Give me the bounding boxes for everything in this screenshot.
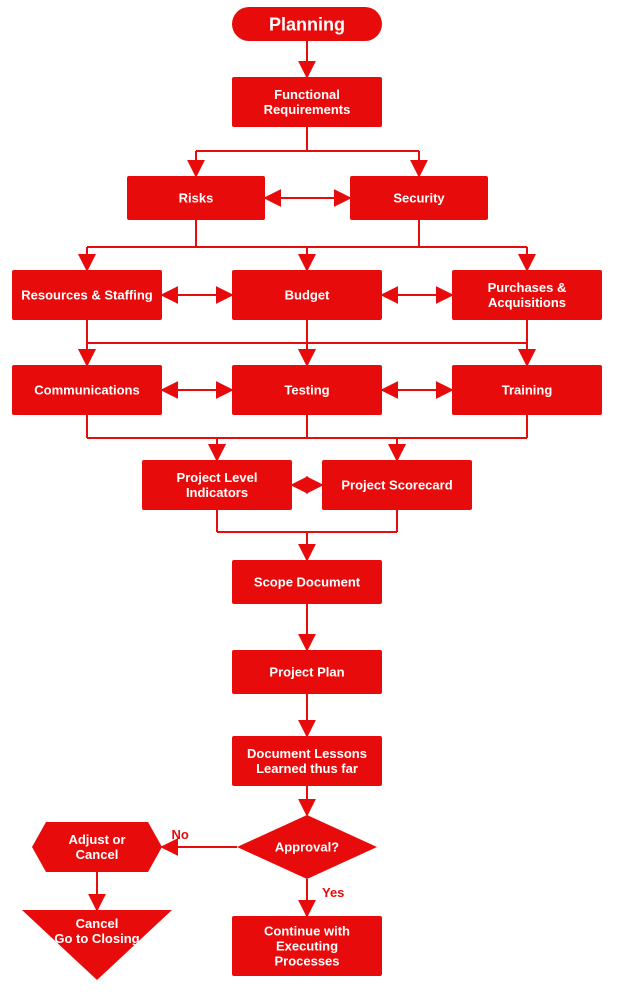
node-label-security: Security bbox=[393, 191, 445, 206]
node-approval: Approval? bbox=[237, 815, 377, 879]
node-security: Security bbox=[350, 176, 488, 220]
node-label-risks: Risks bbox=[179, 191, 214, 206]
node-label-plan: Project Plan bbox=[269, 665, 344, 680]
node-label-testing: Testing bbox=[284, 383, 329, 398]
node-scorecard: Project Scorecard bbox=[322, 460, 472, 510]
node-label-planning: Planning bbox=[269, 14, 345, 34]
node-resources: Resources & Staffing bbox=[12, 270, 162, 320]
node-label-lessons: Document LessonsLearned thus far bbox=[247, 746, 367, 776]
node-purchases: Purchases &Acquisitions bbox=[452, 270, 602, 320]
node-label-budget: Budget bbox=[285, 288, 330, 303]
node-label-approval: Approval? bbox=[275, 840, 339, 855]
node-label-scorecard: Project Scorecard bbox=[341, 478, 452, 493]
node-label-resources: Resources & Staffing bbox=[21, 288, 153, 303]
node-funcreq: FunctionalRequirements bbox=[232, 77, 382, 127]
svg-text:Yes: Yes bbox=[322, 885, 344, 900]
node-label-purchases: Purchases &Acquisitions bbox=[488, 280, 567, 310]
node-training: Training bbox=[452, 365, 602, 415]
node-label-funcreq: FunctionalRequirements bbox=[264, 87, 351, 117]
node-plan: Project Plan bbox=[232, 650, 382, 694]
node-label-pli: Project LevelIndicators bbox=[177, 470, 258, 500]
node-planning: Planning bbox=[232, 7, 382, 41]
node-continue: Continue withExecutingProcesses bbox=[232, 916, 382, 976]
node-lessons: Document LessonsLearned thus far bbox=[232, 736, 382, 786]
node-adjust: Adjust orCancel bbox=[32, 822, 162, 872]
node-scope: Scope Document bbox=[232, 560, 382, 604]
node-label-comms: Communications bbox=[34, 383, 139, 398]
node-pli: Project LevelIndicators bbox=[142, 460, 292, 510]
node-label-adjust: Adjust orCancel bbox=[68, 832, 125, 862]
node-risks: Risks bbox=[127, 176, 265, 220]
node-label-continue: Continue withExecutingProcesses bbox=[264, 924, 350, 969]
node-budget: Budget bbox=[232, 270, 382, 320]
node-label-scope: Scope Document bbox=[254, 575, 361, 590]
svg-text:No: No bbox=[172, 827, 189, 842]
node-testing: Testing bbox=[232, 365, 382, 415]
node-comms: Communications bbox=[12, 365, 162, 415]
node-cancel: CancelGo to Closing bbox=[22, 910, 172, 980]
node-label-training: Training bbox=[502, 383, 553, 398]
